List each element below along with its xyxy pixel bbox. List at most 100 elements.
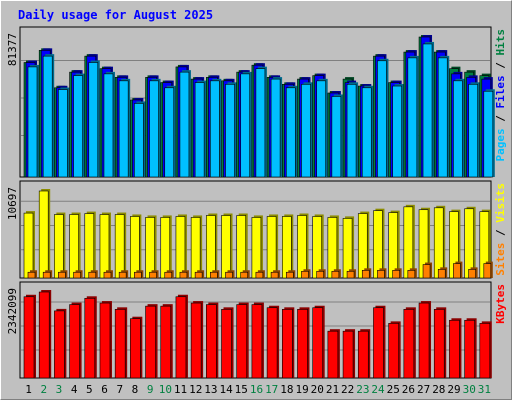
bottom-panel-max-label: 2342099 [6,288,19,334]
sites-bar [58,271,66,279]
day-label: 12 [189,383,202,396]
day-label: 23 [356,383,369,396]
kbytes-bar [130,318,141,379]
visits-bar [342,218,353,279]
visits-bar [23,212,34,279]
kbytes-bars [21,290,492,379]
kbytes-bar [342,330,354,379]
pages-bar [255,68,266,178]
kbytes-bar [297,309,308,379]
sites-bar [225,271,233,279]
pages-bar [422,43,433,178]
kbytes-bar [251,304,263,379]
sites-bar [103,271,112,279]
day-label: 22 [341,383,354,396]
visits-bar [403,206,414,279]
bottom-panel-legend: KBytes [494,284,507,324]
visits-bar [251,217,262,279]
day-label: 30 [463,383,476,396]
legend-sep-2: / [494,56,507,76]
pages-bar [164,87,175,178]
kbytes-bar [433,309,445,379]
legend-hits: Hits [494,29,507,56]
sites-bar [240,271,249,279]
day-label: 20 [311,383,324,396]
visits-bar [206,215,216,279]
day-label: 11 [174,383,187,396]
day-label: 9 [147,383,154,396]
day-label: 3 [56,383,63,396]
visits-bar [373,210,383,279]
pages-bar [210,80,220,178]
day-label: 27 [417,383,430,396]
top-panel-max-label: 81377 [6,33,19,66]
pages-bar [42,55,53,178]
sites-bar [210,271,218,279]
pages-bar [285,87,296,178]
pages-bar [453,80,463,178]
visits-bar [114,214,125,279]
kbytes-bar [114,309,126,379]
pages-bar [407,57,418,178]
visits-bar [312,216,322,279]
kbytes-bar [388,323,399,379]
day-label: 15 [235,383,248,396]
pages-bar [392,85,402,178]
sites-bar [255,271,264,279]
sites-bar [270,271,279,279]
day-label: 28 [432,383,445,396]
sites-bar [134,271,142,279]
pages-bar [58,89,68,178]
day-axis-labels: 1 2 3 4 5 6 7 8 9 10 11 12 13 14 15 16 17 18 19 20 21 22 23 24 2… [25,383,491,396]
sites-bar [453,263,461,279]
pages-bar [240,73,251,178]
visits-bar [69,214,79,279]
visits-bar [236,215,247,279]
kbytes-bar [190,302,202,379]
sites-bar [194,271,203,279]
sites-bar [118,271,127,279]
sites-bar [164,271,173,279]
sites-bar [73,271,81,279]
visits-bar [297,215,307,279]
visits-bar [266,216,277,279]
legend-sep-3: / [494,223,507,243]
kbytes-bar [84,297,96,379]
sites-bar [179,271,188,279]
sites-bar [316,270,324,279]
pages-bar [179,71,190,178]
day-label: 31 [478,383,491,396]
kbytes-bar [160,305,172,379]
day-label: 29 [447,383,460,396]
middle-panel-legend: Sites / Visits [494,183,507,276]
sites-bar [483,263,492,279]
middle-panel-max-label: 10697 [6,187,19,220]
kbytes-bar [175,296,187,379]
kbytes-bar [54,310,65,379]
sites-bar [468,269,476,279]
legend-sites: Sites [494,243,507,276]
visits-bar [99,214,110,279]
kbytes-bar [418,302,430,379]
day-label: 5 [86,383,93,396]
visits-bar [84,213,95,279]
visits-bar [388,212,398,279]
pages-bar [27,66,38,178]
legend-sep-1: / [494,109,507,129]
pages-bar [103,73,114,178]
pages-bar [377,60,387,178]
day-label: 24 [371,383,385,396]
pages-bar [361,87,372,178]
sites-bar [27,271,36,279]
kbytes-bar [373,307,384,379]
day-label: 4 [71,383,78,396]
kbytes-bar [69,304,80,379]
kbytes-bar [464,319,475,379]
legend-pages: Pages [494,128,507,161]
kbytes-bar [206,304,217,379]
visits-bar [327,217,338,279]
kbytes-bar [221,309,232,379]
day-label: 17 [265,383,278,396]
sites-bar [407,270,416,279]
